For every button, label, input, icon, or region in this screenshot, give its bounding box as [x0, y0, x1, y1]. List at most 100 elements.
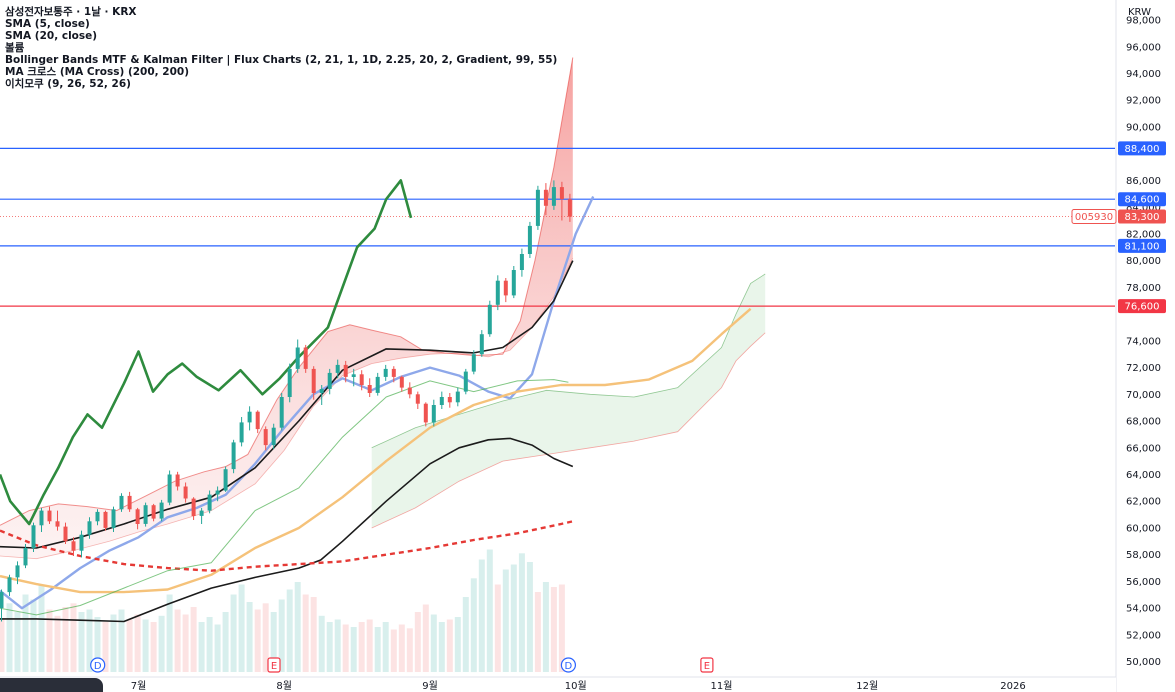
volume-bar: [182, 614, 189, 672]
volume-bar: [230, 594, 237, 672]
candle-body: [479, 334, 484, 355]
price-tick-label: 90,000: [1126, 123, 1161, 134]
candle-body: [199, 510, 204, 516]
level-price-tag-label: 81,100: [1125, 241, 1160, 252]
level-price-tag-label: 84,600: [1125, 195, 1160, 206]
price-tick-label: 80,000: [1126, 256, 1161, 267]
candle-body: [375, 376, 380, 393]
volume-bar: [22, 594, 29, 672]
candle-body: [391, 368, 396, 377]
indicator-sma5[interactable]: SMA (5, close): [5, 18, 90, 30]
volume-bar: [374, 627, 381, 672]
volume-bar: [102, 622, 109, 672]
indicator-sma20[interactable]: SMA (20, close): [5, 30, 98, 42]
level-price-tag: [1118, 238, 1166, 253]
volume-bar: [126, 619, 133, 672]
indicator-ma-cross[interactable]: MA 크로스 (MA Cross) (200, 200): [5, 66, 190, 78]
candle-body: [343, 364, 348, 377]
candle-body: [495, 280, 500, 305]
time-tick-label: 8월: [276, 680, 292, 692]
indicator-volume[interactable]: 볼륨: [5, 42, 25, 54]
candle-body: [543, 189, 548, 206]
candle-body: [303, 347, 308, 369]
candle-body: [223, 469, 228, 491]
price-tick-label: 70,000: [1126, 390, 1161, 401]
candle-body: [135, 509, 140, 524]
price-tick-label: 96,000: [1126, 42, 1161, 53]
candle-body: [415, 394, 420, 404]
candle-body: [423, 403, 428, 423]
candle-body: [87, 521, 92, 535]
volume-bar: [198, 622, 205, 672]
volume-bar: [30, 599, 37, 672]
bottom-left-panel-tab[interactable]: [0, 678, 103, 692]
candle-body: [511, 270, 516, 296]
volume-bar: [70, 603, 77, 673]
indicator-bollinger[interactable]: Bollinger Bands MTF & Kalman Filter | Fl…: [5, 54, 558, 66]
candle-body: [167, 474, 172, 503]
price-tick-label: 64,000: [1126, 470, 1161, 481]
candle-body: [431, 405, 436, 423]
volume-bar: [438, 622, 445, 672]
volume-bar: [462, 597, 469, 672]
candle-body: [151, 505, 156, 519]
price-tick-label: 78,000: [1126, 283, 1161, 294]
time-tick-label: 9월: [422, 680, 438, 692]
volume-bar: [0, 619, 5, 672]
time-tick-label: 7월: [131, 680, 147, 692]
indicator-legend: 삼성전자보통주 · 1날 · KRX SMA (5, close) SMA (2…: [5, 6, 557, 90]
candle-body: [455, 391, 460, 403]
price-tick-label: 50,000: [1126, 657, 1161, 668]
price-axis-bg: [1116, 0, 1175, 692]
candle-body: [71, 541, 76, 551]
volume-bar: [350, 627, 357, 672]
candle-body: [383, 368, 388, 377]
event-marker-label: D: [565, 661, 573, 672]
candle-body: [319, 389, 324, 393]
candle-body: [79, 534, 84, 551]
volume-bar: [206, 617, 213, 672]
volume-bar: [190, 607, 197, 672]
volume-bar: [38, 584, 45, 672]
volume-bar: [6, 603, 13, 673]
indicator-ichimoku[interactable]: 이치모쿠 (9, 26, 52, 26): [5, 78, 131, 90]
candle-body: [487, 304, 492, 335]
price-tick-label: 74,000: [1126, 336, 1161, 347]
dividend-marker: [560, 657, 577, 673]
candle-body: [559, 187, 564, 200]
volume-bar: [390, 629, 397, 672]
candle-body: [295, 347, 300, 369]
bollinger-band: [0, 57, 573, 559]
overlay-line-ichi_thin: [0, 379, 569, 616]
candle-body: [567, 199, 572, 217]
volume-bar: [502, 569, 509, 672]
candle-body: [327, 372, 332, 389]
volume-bar: [486, 549, 493, 672]
candle-body: [367, 385, 372, 393]
price-tick-label: 72,000: [1126, 363, 1161, 374]
candle-body: [63, 526, 68, 542]
candle-body: [191, 498, 196, 516]
candle-body: [399, 376, 404, 388]
candle-body: [111, 509, 116, 528]
price-tick-label: 66,000: [1126, 443, 1161, 454]
candle-body: [439, 397, 444, 405]
overlay-line-bb_basis: [0, 260, 574, 549]
volume-bar: [46, 609, 53, 672]
level-price-tag: [1118, 141, 1166, 156]
volume-bar: [158, 615, 165, 673]
candle-body: [351, 374, 356, 377]
volume-bar: [518, 553, 525, 673]
volume-bar: [78, 612, 85, 672]
candle-body: [519, 254, 524, 270]
symbol-line[interactable]: 삼성전자보통주 · 1날 · KRX: [5, 6, 137, 18]
candle-body: [231, 442, 236, 470]
price-tick-label: 62,000: [1126, 497, 1161, 508]
candle-body: [0, 592, 4, 609]
event-marker-label: D: [94, 661, 102, 672]
candle-body: [31, 525, 36, 548]
level-price-tag: [1118, 299, 1166, 314]
volume-bar: [118, 609, 125, 672]
price-tick-label: 56,000: [1126, 577, 1161, 588]
